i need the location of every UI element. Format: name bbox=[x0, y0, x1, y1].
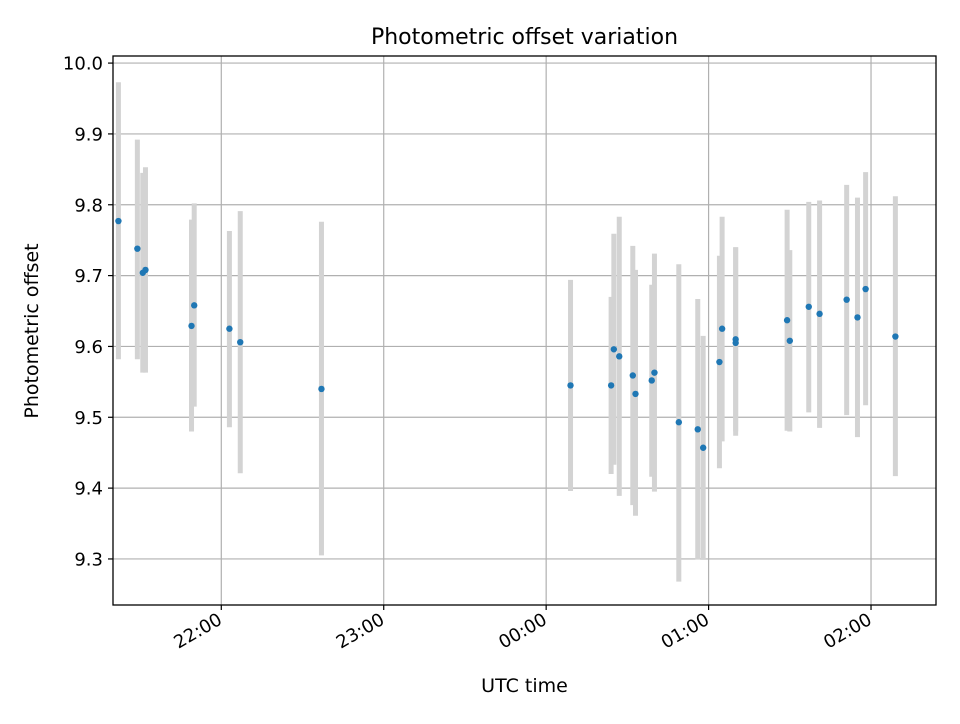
data-point bbox=[862, 285, 869, 293]
data-point bbox=[607, 382, 615, 389]
data-point bbox=[716, 358, 723, 366]
data-point bbox=[629, 372, 636, 379]
data-point bbox=[226, 325, 233, 332]
data-point bbox=[632, 390, 639, 398]
y-tick-label: 9.7 bbox=[74, 266, 103, 287]
data-point bbox=[318, 385, 325, 393]
y-axis: 9.3 9.4 9.5 9.6 9.7 9.8 9.9 10.0 bbox=[63, 54, 113, 570]
chart-title: Photometric offset variation bbox=[371, 25, 678, 50]
data-point bbox=[805, 303, 812, 310]
data-point bbox=[142, 266, 149, 274]
data-point bbox=[694, 426, 701, 433]
data-point bbox=[188, 322, 195, 330]
y-tick-label: 10.0 bbox=[63, 54, 103, 75]
grid bbox=[113, 56, 936, 605]
data-point bbox=[732, 336, 739, 343]
data-point bbox=[115, 217, 122, 225]
y-tick-label: 9.9 bbox=[74, 124, 103, 145]
data-point bbox=[786, 337, 794, 344]
y-tick-label: 9.6 bbox=[74, 337, 103, 358]
data-point bbox=[675, 419, 683, 426]
data-point bbox=[718, 325, 726, 332]
y-axis-label: Photometric offset bbox=[21, 243, 43, 418]
data-point bbox=[699, 444, 707, 451]
y-tick-label: 9.8 bbox=[74, 195, 103, 216]
data-point bbox=[648, 377, 655, 384]
data-point bbox=[651, 369, 658, 376]
data-point bbox=[854, 314, 861, 321]
data-point bbox=[610, 346, 618, 353]
data-point bbox=[191, 302, 198, 309]
data-point bbox=[237, 338, 244, 346]
x-axis-label: UTC time bbox=[481, 675, 568, 697]
y-tick-label: 9.3 bbox=[74, 549, 103, 570]
data-point bbox=[843, 296, 850, 303]
data-point bbox=[567, 382, 574, 389]
data-point bbox=[816, 310, 823, 318]
y-tick-label: 9.5 bbox=[74, 408, 103, 429]
data-point bbox=[783, 317, 791, 324]
data-point bbox=[892, 333, 899, 340]
plot-frame bbox=[112, 55, 937, 606]
data-point bbox=[616, 353, 623, 360]
data-points bbox=[115, 217, 899, 451]
y-tick-label: 9.4 bbox=[74, 479, 103, 500]
data-point bbox=[134, 245, 141, 252]
